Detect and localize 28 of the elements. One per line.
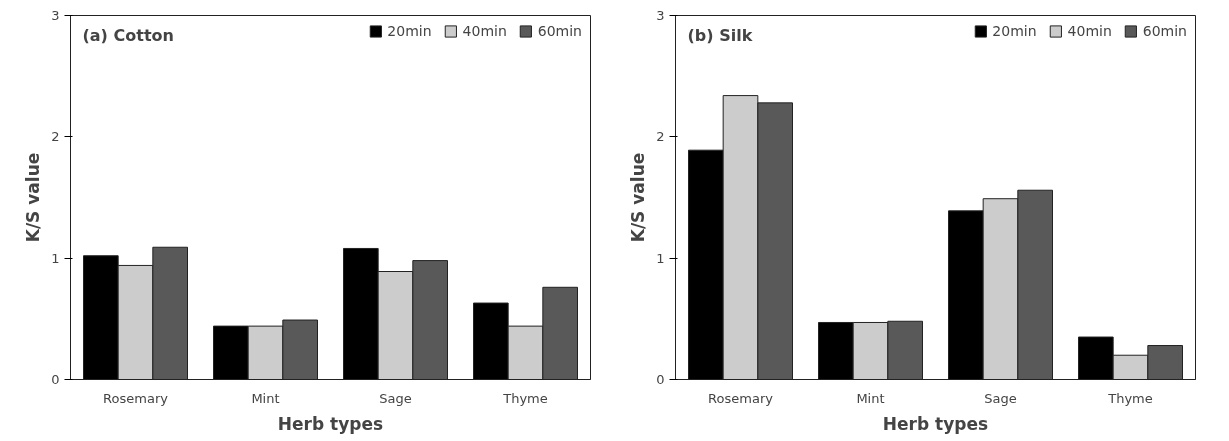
legend-label: 40min [1067,23,1112,39]
x-tick-label: Sage [379,390,412,406]
x-tick-label: Rosemary [708,390,774,406]
text: (b) Silk [687,25,753,45]
x-tick-label: Sage [984,390,1017,406]
legend-label: 20min [992,23,1037,39]
y-tick-label: 1 [51,250,60,266]
x-axis-title: Herb types [882,413,989,434]
y-tick-label: 0 [51,372,60,387]
text: (a) Cotton [82,25,174,45]
x-tick-label: Thyme [502,390,548,406]
y-tick-label: 1 [656,250,665,266]
legend-label: 40min [462,23,507,39]
y-tick-label: 2 [51,129,60,145]
x-tick-label: Rosemary [103,390,169,406]
legend-label: 60min [537,23,582,39]
x-tick-label: Thyme [1107,390,1153,406]
x-axis-title: Herb types [277,413,384,434]
y-tick-label: 3 [51,8,60,23]
legend-label: 60min [1142,23,1187,39]
y-tick-label: 2 [656,129,665,145]
legend-label: 20min [387,23,432,39]
y-axis-title: K/S value [628,152,649,243]
y-axis-title: K/S value [23,152,44,243]
x-tick-label: Mint [856,390,885,406]
y-tick-label: 0 [656,372,665,387]
y-tick-label: 3 [656,8,665,23]
x-tick-label: Mint [251,390,280,406]
